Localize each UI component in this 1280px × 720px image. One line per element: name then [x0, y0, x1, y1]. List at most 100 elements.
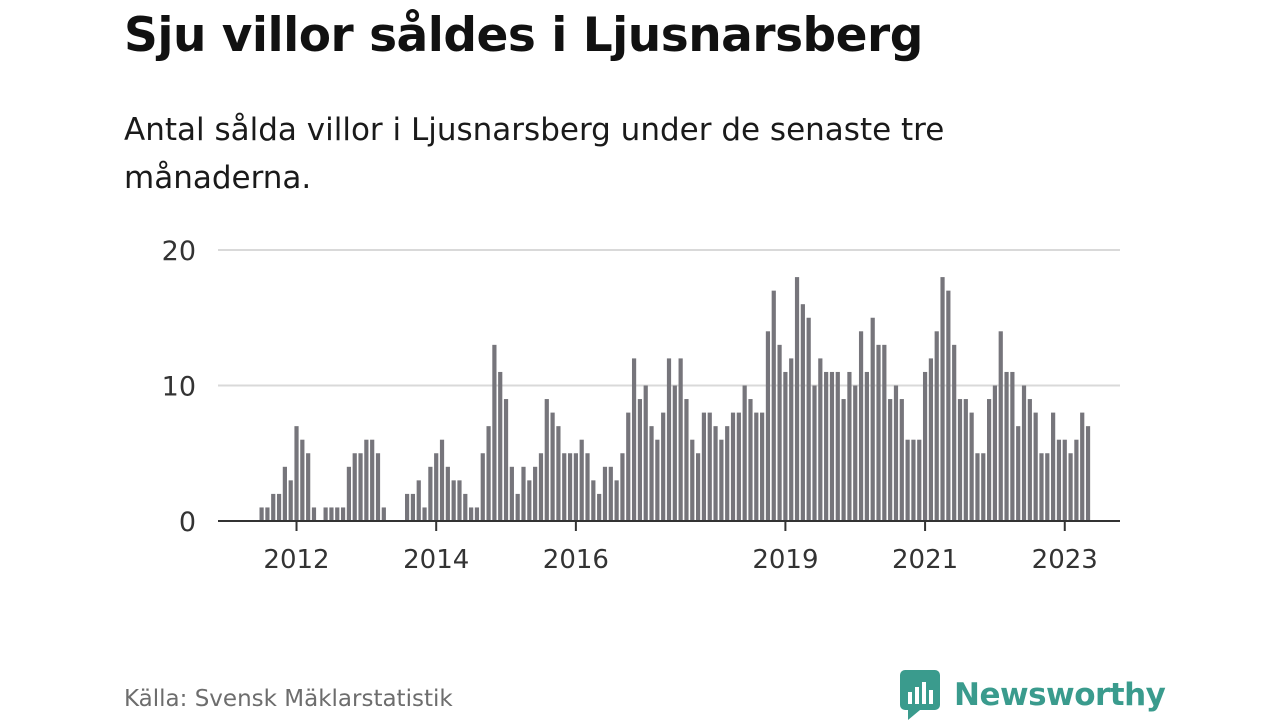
source-note: Källa: Svensk Mäklarstatistik [124, 686, 453, 712]
bar [952, 344, 957, 521]
bar [748, 399, 753, 521]
bar [358, 453, 363, 521]
bar [719, 439, 724, 521]
bar [707, 412, 712, 521]
bar [503, 399, 509, 521]
bar [835, 371, 840, 521]
bar [410, 493, 416, 521]
bar [562, 453, 567, 521]
bar [422, 507, 427, 521]
bar [829, 371, 835, 521]
bar [672, 385, 677, 521]
x-tick-label: 2016 [543, 545, 609, 575]
bar [259, 507, 264, 521]
bar [602, 466, 608, 521]
bar [428, 466, 433, 521]
bar [771, 290, 776, 521]
bar [329, 507, 334, 521]
bar [888, 399, 893, 521]
bar [381, 507, 386, 521]
bar [777, 344, 782, 521]
bar [631, 358, 637, 521]
x-tick-label: 2023 [1032, 545, 1098, 575]
bar [1068, 453, 1073, 521]
bar [1051, 412, 1056, 521]
bar [818, 358, 823, 521]
bar [655, 439, 660, 521]
bar [515, 493, 520, 521]
bar [486, 426, 491, 521]
bar [666, 358, 672, 521]
bar [987, 399, 992, 521]
bar [1021, 385, 1027, 521]
bar [678, 358, 683, 521]
bar [463, 493, 468, 521]
x-tick-label: 2019 [752, 545, 818, 575]
bar [492, 344, 497, 521]
bar [696, 453, 701, 521]
bar [684, 399, 689, 521]
bar [643, 385, 648, 521]
x-tick-label: 2012 [263, 545, 329, 575]
bar [725, 426, 730, 521]
bar [1027, 399, 1032, 521]
bar [340, 507, 346, 521]
bar [1056, 439, 1062, 521]
bar [469, 507, 474, 521]
bar [736, 412, 741, 521]
bar [998, 331, 1003, 521]
x-tick-label: 2014 [403, 545, 469, 575]
bar [1004, 371, 1009, 521]
bar [963, 399, 968, 521]
bar [585, 453, 590, 521]
bar [975, 453, 980, 521]
bar [730, 412, 736, 521]
bar [323, 507, 328, 521]
bar [992, 385, 998, 521]
bar [533, 466, 538, 521]
bar [917, 439, 922, 521]
bar [800, 304, 805, 521]
bar [789, 358, 794, 521]
bar [620, 453, 625, 521]
bar [911, 439, 916, 521]
bar [550, 412, 555, 521]
bar [690, 439, 695, 521]
bar [754, 412, 759, 521]
bar [1039, 453, 1044, 521]
bar [1085, 426, 1091, 521]
bar [276, 493, 282, 521]
bar [893, 385, 899, 521]
bar [701, 412, 707, 521]
bar [579, 439, 584, 521]
bar [760, 412, 765, 521]
bar-chart: 0 10 20 2012 2014 2016 2019 2021 2023 7 [162, 0, 1125, 575]
bar [969, 412, 974, 521]
bar [451, 480, 456, 521]
bar [271, 493, 276, 521]
brand-name: Newsworthy [954, 677, 1166, 713]
bar [626, 412, 631, 521]
bar [794, 277, 800, 521]
bar [434, 453, 439, 521]
bar [480, 453, 485, 521]
bar [1074, 439, 1079, 521]
chart-title: Sju villor såldes i Ljusnarsberg [124, 8, 923, 63]
bar [544, 399, 549, 521]
bar [614, 480, 619, 521]
bar [858, 331, 864, 521]
bar [375, 453, 381, 521]
bar [405, 493, 410, 521]
chart-subtitle: Antal sålda villor i Ljusnarsberg under … [124, 112, 945, 196]
newsworthy-logo[interactable]: Newsworthy [900, 670, 1166, 720]
bar [922, 371, 928, 521]
bar [765, 331, 771, 521]
bar [934, 331, 939, 521]
bar [346, 466, 351, 521]
bar [457, 480, 462, 521]
bar [806, 317, 811, 521]
bar [300, 439, 305, 521]
bar [597, 493, 602, 521]
bar [1033, 412, 1038, 521]
bar [265, 507, 270, 521]
